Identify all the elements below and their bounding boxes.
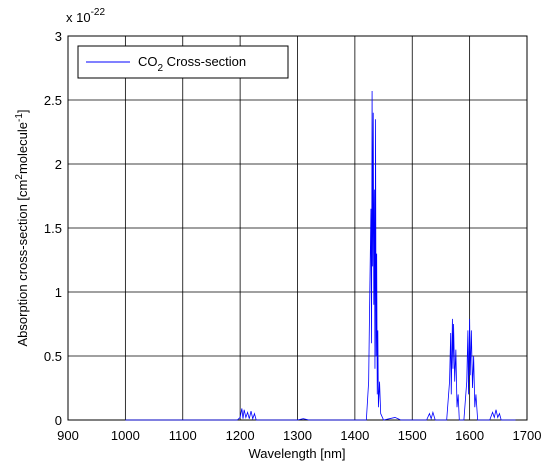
y-label-sup: 2 — [14, 174, 25, 180]
exponent-power: -22 — [91, 7, 106, 18]
x-tick-label: 1000 — [111, 428, 140, 443]
y-tick-label: 3 — [55, 29, 62, 44]
data-line — [125, 91, 516, 421]
y-label-part: Absorption cross-section [cm — [15, 180, 30, 347]
y-axis-label: Absorption cross-section [cm2molecule-1] — [14, 109, 30, 346]
x-axis-label: Wavelength [nm] — [248, 446, 345, 461]
y-label-part: molecule — [15, 122, 30, 174]
exponent-base: x 10 — [66, 10, 91, 25]
x-tick-label: 900 — [57, 428, 79, 443]
x-tick-label: 1400 — [340, 428, 369, 443]
exponent: x 10-22 — [66, 7, 105, 25]
y-tick-label: 2.5 — [44, 93, 62, 108]
legend: CO2 Cross-section — [77, 45, 289, 79]
y-tick-label: 0 — [55, 413, 62, 428]
x-tick-label: 1200 — [226, 428, 255, 443]
x-tick-label: 1100 — [169, 428, 197, 443]
x-tick-label: 1700 — [513, 428, 542, 443]
y-tick-label: 2 — [55, 157, 62, 172]
y-tick-label: 0.5 — [44, 349, 62, 364]
legend-sub: 2 — [158, 63, 164, 74]
legend-part: Cross-section — [163, 54, 246, 69]
y-label-sup: -1 — [14, 113, 25, 122]
x-tick-label: 1500 — [398, 428, 427, 443]
x-tick-label: 1600 — [455, 428, 484, 443]
legend-label: CO2 Cross-section — [138, 54, 246, 74]
y-tick-label: 1.5 — [44, 221, 62, 236]
y-tick-label: 1 — [55, 285, 62, 300]
y-label-part: ] — [15, 109, 30, 113]
legend-part: CO — [138, 54, 158, 69]
x-tick-label: 1300 — [283, 428, 312, 443]
